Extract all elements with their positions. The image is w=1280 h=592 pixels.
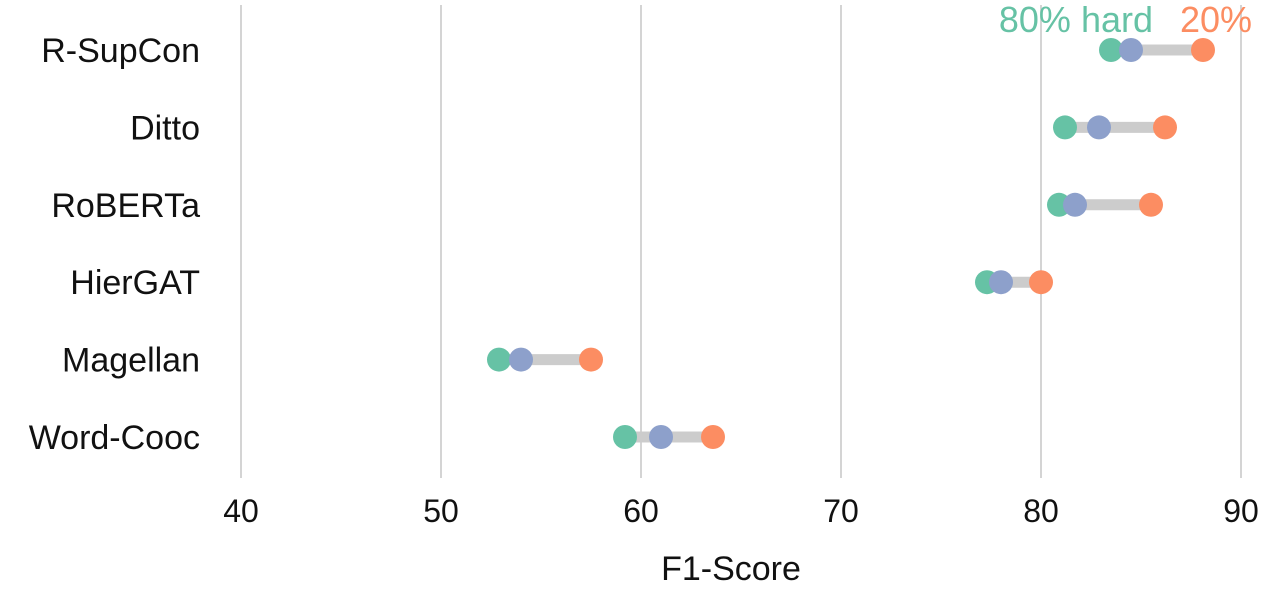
point-middle [509,347,533,372]
x-tick-label: 50 [423,493,459,529]
point-hard80 [1053,115,1077,140]
point-middle [1087,115,1111,140]
category-label: Ditto [130,109,200,147]
x-tick-label: 90 [1223,493,1259,529]
data-marks [487,38,1215,449]
point-hard80 [1099,38,1123,62]
legend: 80% hard 20% [999,0,1252,40]
x-tick-label: 80 [1023,493,1059,529]
x-axis-ticks: 40 50 60 70 80 90 [223,493,1259,529]
point-hard20 [1191,38,1215,62]
point-middle [989,270,1013,295]
point-middle [1119,38,1143,62]
point-hard20 [579,347,603,372]
legend-entry-hard80: 80% hard [999,0,1153,40]
point-middle [649,425,673,449]
category-label: Magellan [62,342,200,380]
category-label: HierGAT [70,264,200,302]
point-hard20 [1153,115,1177,140]
x-axis-title: F1-Score [661,550,801,588]
category-labels: R-SupCon Ditto RoBERTa HierGAT Magellan Word-… [29,32,200,457]
category-label: R-SupCon [41,32,200,70]
point-hard80 [487,347,511,372]
point-hard20 [701,425,725,449]
point-middle [1063,192,1087,217]
x-tick-label: 70 [823,493,859,529]
category-label: RoBERTa [51,187,200,225]
category-label: Word-Cooc [29,419,200,457]
x-tick-label: 60 [623,493,659,529]
point-hard20 [1139,192,1163,217]
point-hard20 [1029,270,1053,295]
x-tick-label: 40 [223,493,259,529]
legend-entry-hard20: 20% [1180,0,1252,40]
gridlines [240,5,1242,478]
point-hard80 [613,425,637,449]
